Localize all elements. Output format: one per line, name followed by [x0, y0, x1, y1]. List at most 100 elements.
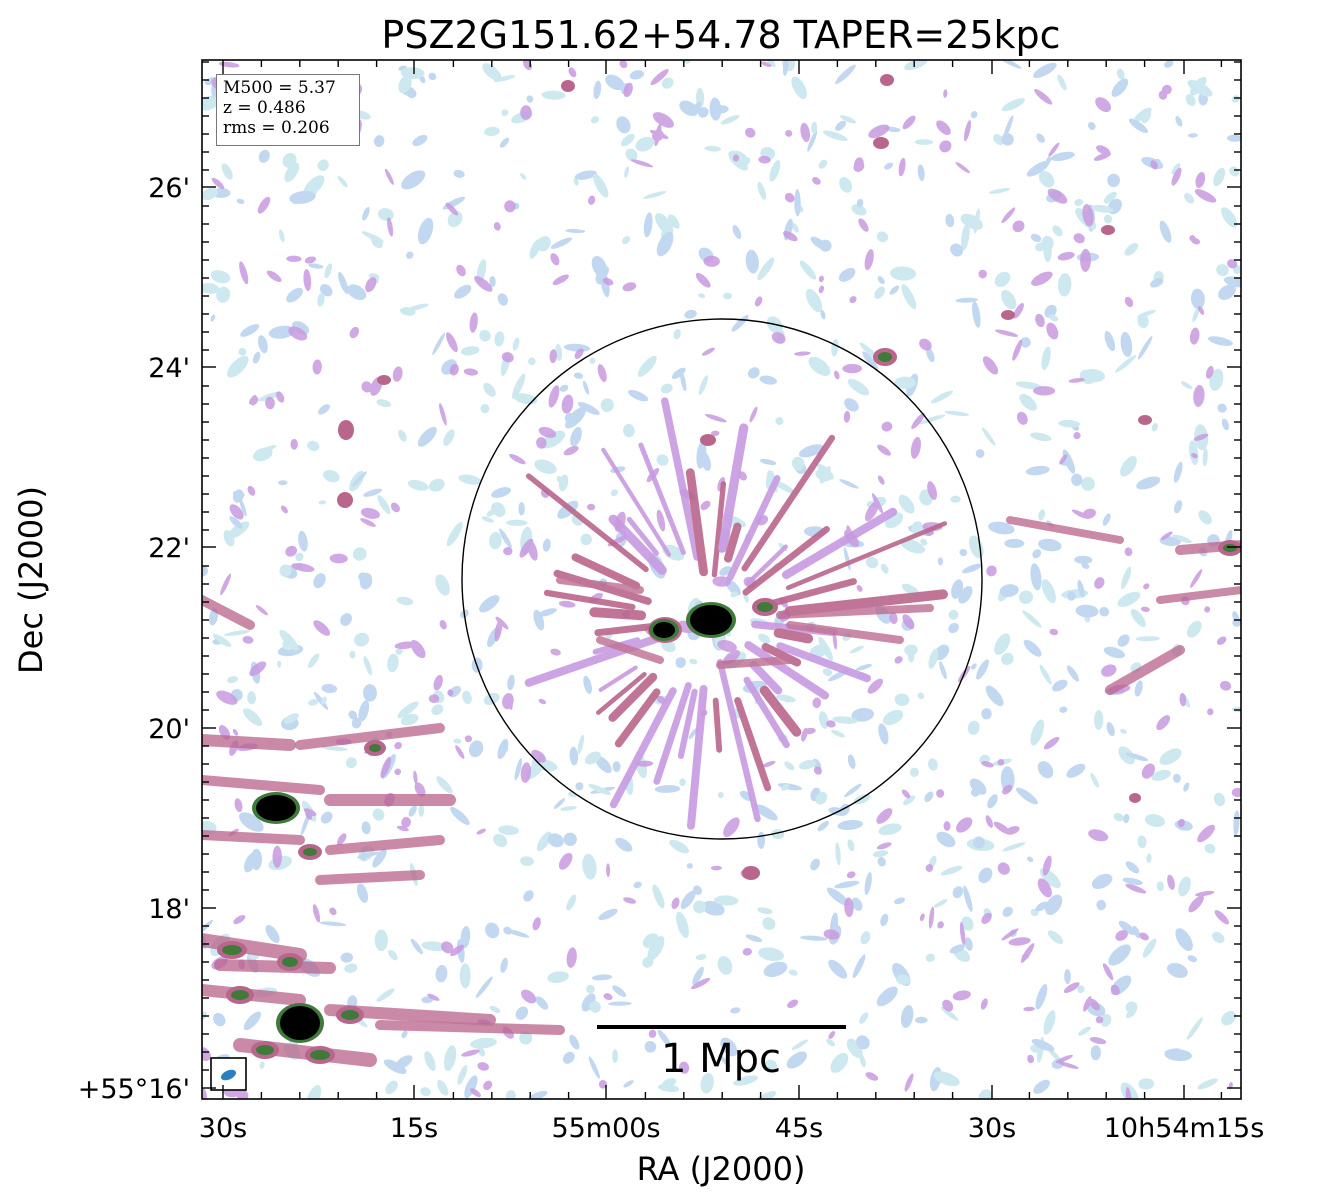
- noise-speckle: [835, 842, 841, 866]
- noise-speckle: [1175, 115, 1183, 127]
- figure-title: PSZ2G151.62+54.78 TAPER=25kpc: [381, 13, 1060, 57]
- noise-speckle: [220, 573, 232, 596]
- noise-speckle: [1095, 1016, 1104, 1024]
- noise-speckle: [959, 548, 968, 557]
- noise-speckle: [548, 385, 560, 408]
- noise-speckle: [936, 120, 951, 136]
- noise-speckle: [1057, 74, 1067, 91]
- emission-streak: [1105, 645, 1185, 695]
- noise-speckle: [889, 611, 898, 625]
- noise-speckle: [1187, 955, 1198, 963]
- noise-speckle: [399, 307, 416, 316]
- noise-speckle: [566, 894, 577, 911]
- noise-speckle: [1184, 192, 1195, 204]
- noise-speckle: [744, 127, 756, 138]
- noise-speckle: [732, 154, 740, 162]
- noise-speckle: [705, 414, 727, 423]
- noise-speckle: [481, 516, 494, 523]
- noise-speckle: [234, 798, 243, 813]
- radial-artifact-streak: [614, 688, 661, 748]
- noise-speckle: [819, 466, 831, 484]
- y-axis-label: Dec (J2000): [12, 486, 50, 674]
- noise-speckle: [608, 1001, 632, 1006]
- noise-speckle: [904, 1073, 914, 1092]
- noise-speckle: [1019, 393, 1037, 411]
- noise-speckle: [1001, 98, 1025, 112]
- noise-speckle: [213, 1012, 226, 1027]
- noise-speckle: [818, 159, 828, 169]
- noise-speckle: [573, 372, 584, 379]
- noise-speckle: [501, 109, 509, 117]
- noise-speckle: [771, 332, 786, 344]
- noise-speckle: [749, 406, 758, 423]
- noise-speckle: [211, 177, 225, 189]
- noise-speckle: [620, 133, 635, 147]
- noise-speckle: [637, 355, 657, 377]
- noise-speckle: [252, 351, 261, 364]
- source-peak: [282, 957, 298, 967]
- noise-speckle: [1151, 423, 1158, 432]
- noise-speckle: [1095, 97, 1111, 113]
- noise-speckle: [1221, 1010, 1236, 1026]
- noise-speckle: [950, 243, 963, 257]
- noise-speckle: [278, 480, 288, 486]
- noise-speckle: [832, 716, 859, 724]
- noise-speckle: [286, 255, 302, 263]
- noise-speckle: [890, 266, 917, 281]
- saturated-core: [690, 605, 732, 635]
- noise-speckle: [856, 1035, 870, 1050]
- noise-speckle: [962, 563, 983, 574]
- noise-speckle: [1094, 577, 1105, 589]
- radial-artifact-streak: [589, 607, 647, 621]
- noise-speckle: [742, 947, 752, 956]
- noise-speckle: [498, 825, 519, 835]
- noise-speckle: [763, 961, 788, 978]
- noise-speckle: [900, 1005, 914, 1028]
- noise-speckle: [1125, 861, 1140, 874]
- noise-speckle: [980, 998, 988, 1010]
- noise-speckle: [970, 111, 978, 119]
- noise-speckle: [1197, 824, 1216, 843]
- noise-speckle: [536, 831, 552, 852]
- noise-speckle: [277, 660, 282, 668]
- noise-speckle: [372, 808, 385, 821]
- compact-source: [1138, 415, 1152, 425]
- noise-speckle: [1137, 336, 1153, 360]
- noise-speckle: [1229, 166, 1240, 177]
- noise-speckle: [1213, 792, 1226, 807]
- y-tick-label: 18': [148, 894, 190, 925]
- noise-speckle: [421, 941, 447, 952]
- saturated-core: [280, 1006, 320, 1040]
- noise-speckle: [630, 159, 654, 168]
- noise-speckle: [563, 832, 577, 846]
- noise-speckle: [945, 213, 955, 228]
- noise-speckle: [1195, 890, 1215, 897]
- noise-speckle: [1193, 384, 1205, 407]
- noise-speckle: [597, 364, 607, 383]
- emission-streak: [1156, 586, 1241, 604]
- noise-speckle: [501, 352, 514, 363]
- noise-speckle: [1219, 680, 1232, 691]
- noise-speckle: [847, 754, 856, 770]
- noise-speckle: [1083, 996, 1092, 1012]
- noise-speckle: [822, 668, 833, 677]
- noise-speckle: [1227, 134, 1241, 142]
- noise-speckle: [321, 683, 338, 694]
- noise-speckle: [413, 770, 418, 785]
- noise-speckle: [520, 173, 527, 180]
- emission-streak: [375, 1020, 565, 1035]
- noise-speckle: [877, 276, 885, 285]
- noise-speckle: [489, 532, 502, 550]
- noise-speckle: [1202, 448, 1208, 467]
- noise-speckle: [337, 175, 348, 188]
- noise-speckle: [1001, 652, 1014, 666]
- noise-speckle: [940, 1006, 959, 1021]
- noise-speckle: [308, 653, 320, 669]
- noise-speckle: [1104, 330, 1116, 352]
- compact-source: [873, 137, 889, 149]
- radial-artifact-streak: [745, 544, 788, 586]
- noise-speckle: [975, 449, 985, 458]
- y-tick-label: 20': [148, 714, 190, 745]
- noise-speckle: [1125, 1001, 1138, 1014]
